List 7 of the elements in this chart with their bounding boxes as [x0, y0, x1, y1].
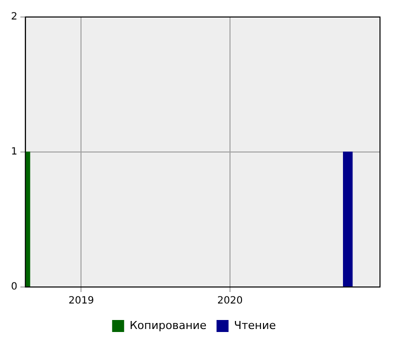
- legend-label: Чтение: [234, 318, 276, 332]
- legend-label: Копирование: [130, 318, 207, 332]
- x-tick-label: 2019: [68, 296, 94, 307]
- y-tick-label: 0: [10, 282, 18, 293]
- y-tick-label: 1: [10, 146, 18, 158]
- y-tick-label: 2: [10, 12, 18, 23]
- x-tick-label: 2020: [217, 296, 243, 307]
